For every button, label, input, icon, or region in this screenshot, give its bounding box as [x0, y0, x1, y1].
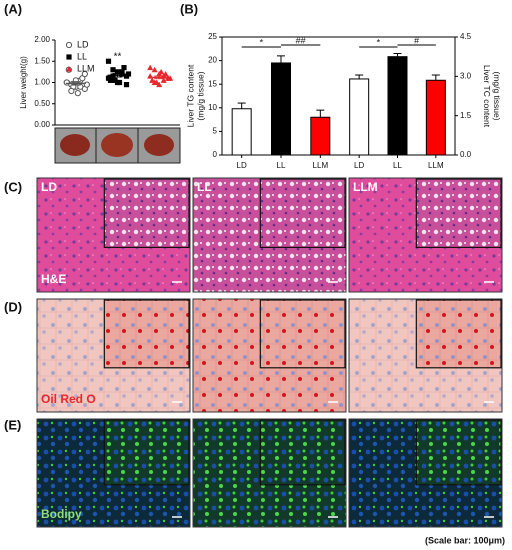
data-point	[68, 87, 75, 95]
data-point	[156, 81, 163, 88]
panel-label: (A)	[4, 1, 22, 16]
panel-label: (D)	[4, 299, 22, 314]
y-tick-label: 0.0	[460, 150, 472, 159]
data-point	[74, 90, 81, 97]
data-point	[160, 77, 167, 83]
data-point	[107, 77, 114, 83]
stain-label: Oil Red O	[41, 392, 96, 406]
image-label: LLM	[353, 180, 378, 194]
y-tick-label: 1.50	[34, 56, 50, 65]
data-point	[162, 71, 169, 77]
y-axis-label: (mg/g tissue)	[195, 71, 205, 120]
x-tick-label: LL	[393, 161, 402, 170]
y-axis-label: Liver weight(g)	[19, 56, 28, 109]
y-tick-label: 25	[208, 32, 217, 41]
legend-label: LLM	[77, 63, 95, 73]
bar	[310, 116, 331, 156]
data-point	[110, 67, 116, 73]
y-axis-label: Liver TG content	[185, 64, 195, 127]
inset	[415, 178, 502, 249]
x-tick-label: LL	[277, 161, 286, 170]
legend-label: LD	[77, 39, 89, 49]
inset	[259, 419, 346, 486]
data-point	[151, 79, 158, 85]
data-point	[81, 70, 88, 78]
inset	[103, 419, 190, 486]
panel-label: (C)	[4, 179, 22, 194]
bar	[349, 78, 370, 156]
y-tick-label: 10	[208, 103, 217, 112]
data-point	[151, 66, 158, 73]
legend-marker	[66, 66, 72, 72]
data-point	[63, 79, 70, 86]
image-label: LL	[197, 180, 212, 194]
y-tick-label: 15	[208, 79, 217, 88]
data-point	[114, 79, 121, 86]
annotation: **	[114, 52, 122, 63]
liver-photos	[54, 127, 181, 164]
inset	[259, 178, 346, 249]
y-axis-label: (mg/g tissue)	[492, 71, 502, 120]
annotation: ##	[296, 35, 306, 45]
x-tick-label: LD	[237, 161, 247, 170]
legend-label: LL	[77, 51, 87, 61]
data-point	[123, 82, 130, 88]
data-point	[110, 73, 116, 79]
image-label: LD	[41, 180, 57, 194]
inset	[103, 178, 190, 249]
bar	[271, 62, 291, 156]
panel-label: (B)	[180, 1, 198, 16]
legend-marker	[65, 41, 73, 49]
annotation: *	[260, 37, 264, 47]
data-point	[158, 68, 165, 75]
x-tick-label: LD	[354, 161, 364, 170]
x-tick-label: LLM	[313, 161, 329, 170]
stain-label: H&E	[41, 272, 66, 286]
bar	[387, 56, 408, 156]
y-tick-label: 0	[213, 150, 218, 159]
y-axis-label: Liver TC content	[482, 65, 492, 128]
inset	[103, 299, 190, 369]
y-tick-label: 5	[213, 127, 218, 136]
data-point	[125, 71, 132, 77]
data-point	[114, 69, 121, 75]
data-point	[105, 58, 112, 64]
data-point	[121, 65, 127, 71]
y-tick-label: 4.5	[460, 32, 472, 41]
y-tick-label: 0.00	[34, 120, 50, 129]
inset	[415, 299, 502, 369]
y-tick-label: 20	[208, 56, 217, 65]
bar	[231, 108, 252, 156]
y-tick-label: 0.50	[34, 99, 50, 108]
bar	[425, 79, 446, 156]
y-tick-label: 1.00	[34, 78, 50, 87]
annotation: #	[414, 35, 419, 45]
inset	[415, 419, 502, 486]
legend-marker	[66, 54, 72, 60]
y-tick-label: 3.0	[460, 71, 472, 80]
inset	[259, 299, 346, 369]
annotation: *	[377, 37, 381, 47]
data-point	[147, 64, 154, 71]
y-tick-label: 1.5	[460, 111, 472, 120]
stain-label: Bodipy	[41, 507, 82, 521]
x-tick-label: LLM	[428, 161, 444, 170]
y-tick-label: 2.00	[34, 35, 50, 44]
data-point	[119, 69, 125, 75]
panel-label: (E)	[4, 417, 21, 432]
scale-bar-label: (Scale bar: 100μm)	[425, 535, 505, 545]
